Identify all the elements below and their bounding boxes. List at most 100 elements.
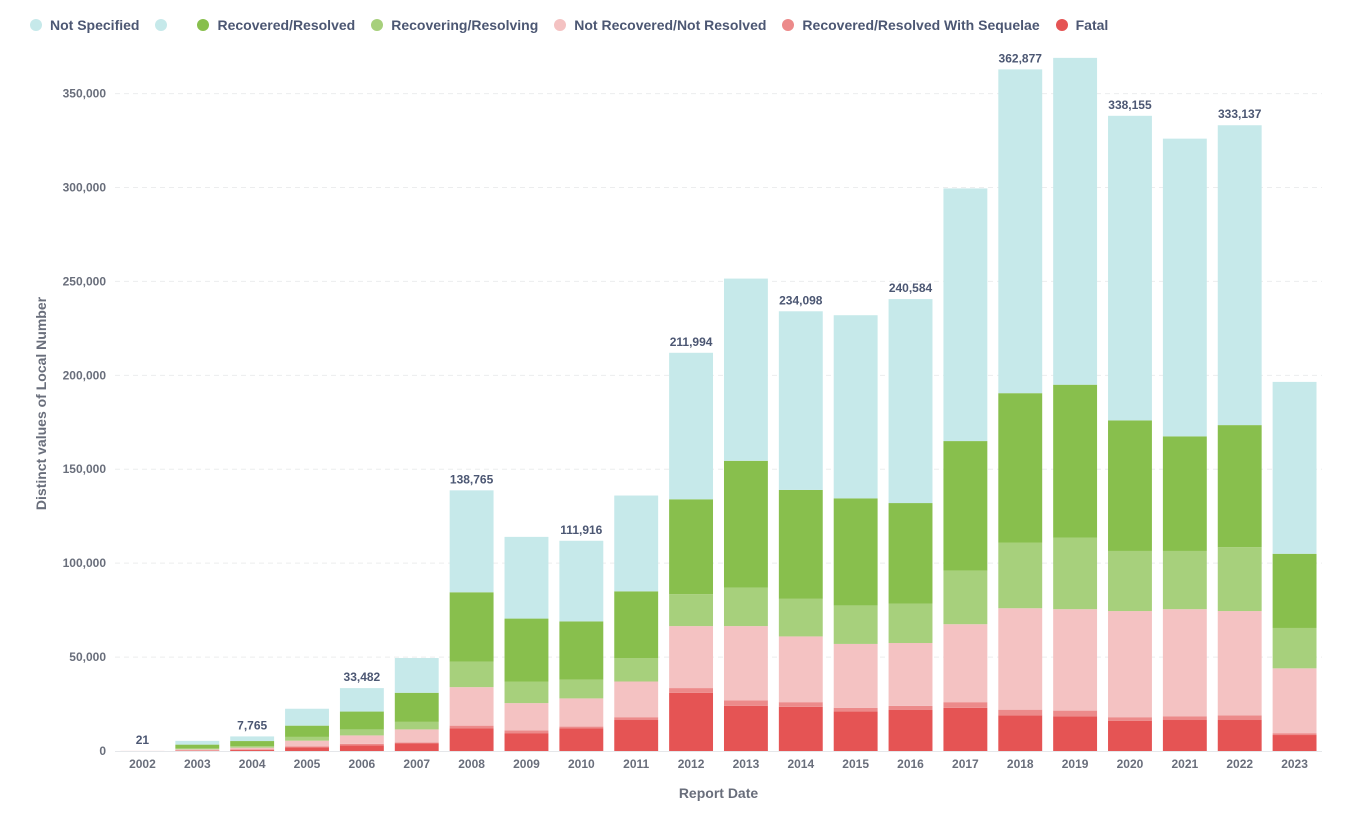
legend-item-not-recovered[interactable]: Not Recovered/Not Resolved: [554, 17, 766, 33]
bar-segment[interactable]: [1108, 720, 1152, 751]
bar-segment[interactable]: [449, 725, 494, 729]
bar-segment[interactable]: [998, 542, 1043, 609]
bar-segment[interactable]: [504, 733, 549, 751]
bar-segment[interactable]: [285, 708, 329, 726]
bar-segment[interactable]: [1272, 553, 1317, 628]
bar-segment[interactable]: [1272, 735, 1317, 751]
bar-segment[interactable]: [394, 692, 439, 722]
bar-segment[interactable]: [339, 729, 384, 736]
bar-segment[interactable]: [394, 743, 439, 751]
bar-segment[interactable]: [998, 715, 1043, 751]
bar-segment[interactable]: [1217, 720, 1262, 751]
bar-segment[interactable]: [230, 741, 275, 747]
bar-segment[interactable]: [285, 725, 329, 737]
bar-segment[interactable]: [175, 750, 220, 751]
bar-segment[interactable]: [723, 587, 768, 627]
bar-segment[interactable]: [614, 681, 659, 718]
bar-segment[interactable]: [778, 702, 823, 707]
bar-segment[interactable]: [559, 728, 604, 751]
bar-segment[interactable]: [449, 687, 494, 726]
bar-segment[interactable]: [504, 536, 549, 619]
bar-segment[interactable]: [1162, 720, 1207, 751]
bar-segment[interactable]: [998, 393, 1043, 543]
bar-segment[interactable]: [888, 709, 933, 751]
bar-segment[interactable]: [1217, 125, 1262, 426]
bar-segment[interactable]: [888, 705, 933, 710]
bar-segment[interactable]: [339, 735, 384, 744]
bar-segment[interactable]: [833, 498, 878, 606]
legend-item-fatal[interactable]: Fatal: [1055, 17, 1108, 33]
legend-item-recovered-resolved[interactable]: Recovered/Resolved: [197, 17, 355, 33]
bar-segment[interactable]: [559, 679, 604, 699]
bar-segment[interactable]: [614, 495, 659, 592]
bar-segment[interactable]: [175, 748, 220, 750]
bar-segment[interactable]: [1217, 425, 1262, 548]
bar-segment[interactable]: [669, 352, 714, 500]
bar-segment[interactable]: [504, 703, 549, 731]
bar-segment[interactable]: [998, 709, 1043, 716]
bar-segment[interactable]: [449, 592, 494, 662]
bar-segment[interactable]: [943, 441, 988, 571]
bar-segment[interactable]: [394, 658, 439, 693]
bar-segment[interactable]: [669, 499, 714, 595]
bar-segment[interactable]: [449, 490, 494, 593]
bar-segment[interactable]: [449, 728, 494, 751]
bar-segment[interactable]: [778, 598, 823, 637]
bar-segment[interactable]: [669, 594, 714, 627]
bar-segment[interactable]: [1162, 609, 1207, 717]
bar-segment[interactable]: [723, 460, 768, 588]
bar-segment[interactable]: [833, 315, 878, 499]
bar-segment[interactable]: [998, 69, 1043, 394]
bar-segment[interactable]: [614, 591, 659, 659]
bar-segment[interactable]: [1108, 115, 1152, 421]
bar-segment[interactable]: [778, 489, 823, 599]
bar-segment[interactable]: [1162, 436, 1207, 551]
bar-segment[interactable]: [614, 720, 659, 751]
bar-segment[interactable]: [339, 743, 384, 746]
bar-segment[interactable]: [888, 642, 933, 706]
bar-segment[interactable]: [1053, 537, 1098, 610]
bar-segment[interactable]: [175, 744, 220, 749]
bar-segment[interactable]: [833, 707, 878, 712]
bar-segment[interactable]: [1217, 547, 1262, 612]
bar-segment[interactable]: [669, 626, 714, 689]
bar-segment[interactable]: [778, 706, 823, 751]
bar-segment[interactable]: [943, 702, 988, 708]
bar-segment[interactable]: [1053, 384, 1098, 538]
bar-segment[interactable]: [285, 747, 329, 751]
bar-segment[interactable]: [833, 643, 878, 708]
bar-segment[interactable]: [285, 736, 329, 741]
bar-segment[interactable]: [943, 707, 988, 751]
bar-segment[interactable]: [1053, 609, 1098, 711]
bar-segment[interactable]: [888, 503, 933, 604]
bar-segment[interactable]: [394, 729, 439, 743]
bar-segment[interactable]: [833, 605, 878, 644]
bar-segment[interactable]: [339, 688, 384, 712]
bar-segment[interactable]: [1272, 381, 1317, 554]
bar-segment[interactable]: [504, 681, 549, 704]
bar-segment[interactable]: [1272, 668, 1317, 734]
bar-segment[interactable]: [778, 636, 823, 703]
bar-segment[interactable]: [1053, 716, 1098, 751]
bar-segment[interactable]: [1053, 710, 1098, 717]
bar-segment[interactable]: [449, 661, 494, 688]
bar-segment[interactable]: [669, 692, 714, 751]
bar-segment[interactable]: [1162, 716, 1207, 721]
bar-segment[interactable]: [1108, 420, 1152, 551]
bar-segment[interactable]: [504, 618, 549, 682]
bar-segment[interactable]: [943, 624, 988, 703]
bar-segment[interactable]: [1108, 550, 1152, 612]
bar-segment[interactable]: [175, 749, 220, 751]
bar-segment[interactable]: [669, 688, 714, 693]
bar-segment[interactable]: [778, 311, 823, 490]
bar-segment[interactable]: [559, 698, 604, 727]
legend-item-not-specified[interactable]: Not Specified: [30, 17, 139, 33]
bar-segment[interactable]: [1162, 138, 1207, 437]
bar-segment[interactable]: [175, 740, 220, 745]
bar-segment[interactable]: [833, 711, 878, 751]
bar-segment[interactable]: [614, 658, 659, 682]
bar-segment[interactable]: [394, 742, 439, 744]
bar-segment[interactable]: [394, 721, 439, 730]
bar-segment[interactable]: [1108, 611, 1152, 718]
bar-segment[interactable]: [230, 749, 275, 751]
